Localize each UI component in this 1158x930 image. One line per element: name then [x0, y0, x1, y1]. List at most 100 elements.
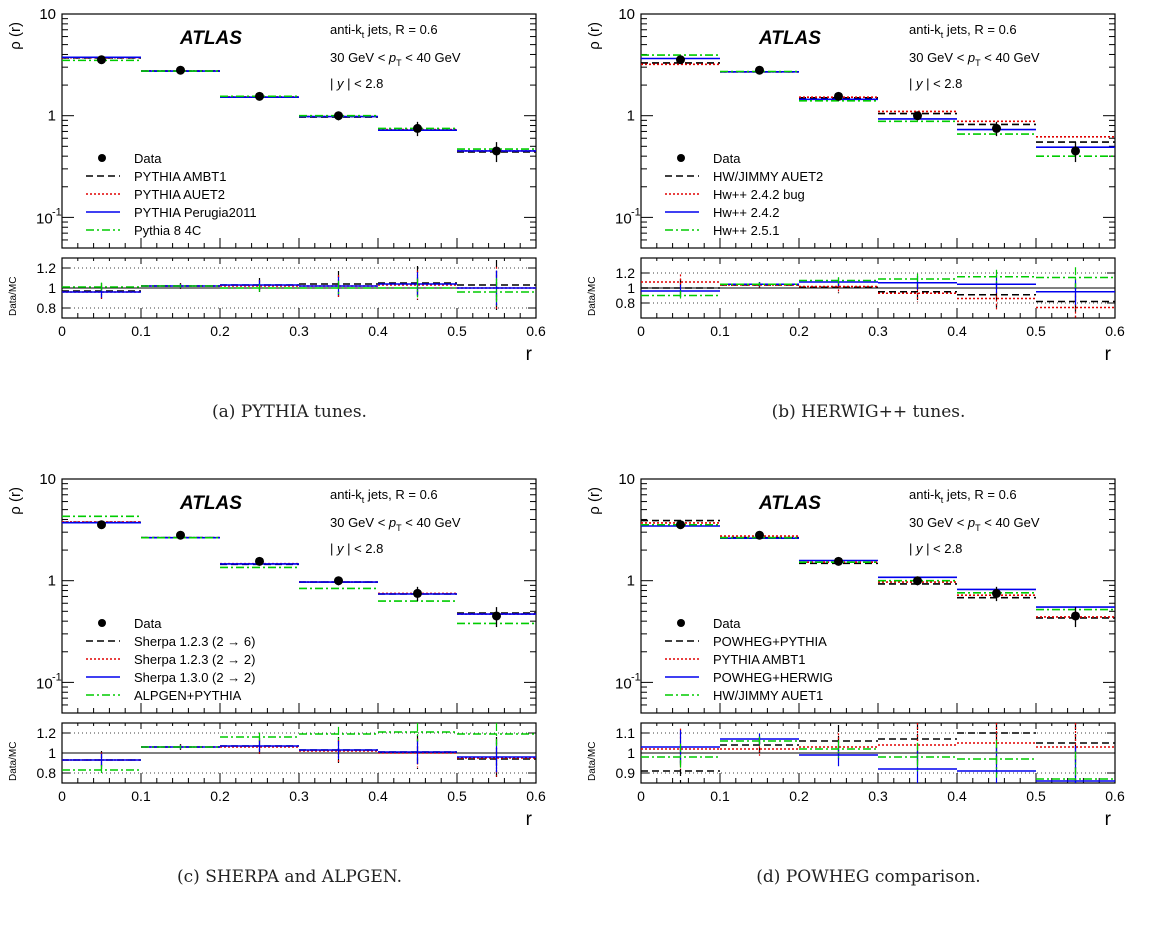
- data-point: [413, 123, 422, 133]
- legend-label: PYTHIA AMBT1: [134, 169, 226, 184]
- info-text: | < 2.8: [344, 541, 384, 556]
- x-axis-label: r: [1105, 344, 1112, 365]
- ratio-axis-label: Data/MC: [8, 742, 19, 781]
- legend-label: Data: [134, 616, 162, 631]
- info-text: |: [330, 76, 337, 91]
- info-rapidity: | y | < 2.8: [330, 541, 383, 556]
- legend-label: POWHEG+HERWIG: [713, 670, 833, 685]
- atlas-label: ATLAS: [179, 28, 242, 49]
- y-axis-label: ρ (r): [7, 487, 24, 515]
- legend-label: Data: [713, 151, 741, 166]
- legend-label: ALPGEN+PYTHIA: [134, 688, 242, 703]
- info-jet-definition: anti-kt jets, R = 0.6: [330, 487, 438, 505]
- ratio-tick-label: 0.8: [37, 765, 57, 781]
- x-tick-label: 0.1: [131, 323, 151, 339]
- data-point: [913, 111, 922, 121]
- legend-label: Pythia 8 4C: [134, 223, 201, 238]
- data-point: [1071, 146, 1080, 156]
- info-text: 30 GeV <: [330, 50, 389, 65]
- ratio-axis-label: Data/MC: [587, 742, 598, 781]
- legend-label: HW/JIMMY AUET1: [713, 688, 823, 703]
- y-tick-label: -1: [631, 206, 641, 218]
- info-text: jets, R = 0.6: [943, 487, 1016, 502]
- info-text: | < 2.8: [923, 76, 963, 91]
- x-tick-label: 0.5: [1026, 323, 1046, 339]
- x-tick-label: 0.1: [710, 788, 730, 804]
- info-pt-range: 30 GeV < pT < 40 GeV: [330, 515, 461, 533]
- x-tick-label: 0.1: [710, 323, 730, 339]
- ratio-axis-label: Data/MC: [587, 277, 598, 316]
- x-tick-label: 0.6: [526, 788, 546, 804]
- y-tick-label: 10: [36, 210, 53, 227]
- y-tick-label: 10: [36, 675, 53, 692]
- y-tick-label: 10: [618, 6, 635, 23]
- figure-caption: (d) POWHEG comparison.: [756, 867, 981, 887]
- info-pt-range: 30 GeV < pT < 40 GeV: [909, 515, 1040, 533]
- info-jet-definition: anti-kt jets, R = 0.6: [330, 22, 438, 40]
- x-tick-label: 0.3: [868, 323, 888, 339]
- legend-label: PYTHIA Perugia2011: [134, 205, 257, 220]
- data-point: [992, 588, 1001, 598]
- figure-caption: (a) PYTHIA tunes.: [212, 402, 367, 422]
- info-subscript: T: [396, 523, 402, 533]
- info-text: < 40 GeV: [981, 50, 1040, 65]
- legend-marker-data: [677, 154, 685, 162]
- info-italic: y: [915, 541, 924, 556]
- legend-label: POWHEG+PYTHIA: [713, 634, 827, 649]
- info-text: |: [330, 541, 337, 556]
- data-point: [176, 65, 185, 75]
- info-italic: y: [336, 541, 345, 556]
- info-subscript: t: [941, 30, 944, 40]
- info-italic: p: [388, 50, 396, 65]
- data-point: [992, 123, 1001, 133]
- y-tick-label: 1: [627, 573, 635, 590]
- atlas-label: ATLAS: [758, 493, 821, 514]
- data-point: [255, 556, 264, 566]
- info-text: < 40 GeV: [402, 515, 461, 530]
- info-italic: p: [967, 515, 975, 530]
- legend-label: Sherpa 1.2.3 (2 → 2): [134, 652, 255, 667]
- info-text: | < 2.8: [923, 541, 963, 556]
- x-axis-label: r: [526, 344, 533, 365]
- info-subscript: t: [362, 30, 365, 40]
- x-tick-label: 0.6: [1105, 323, 1125, 339]
- y-tick-label: 1: [48, 573, 56, 590]
- info-rapidity: | y | < 2.8: [330, 76, 383, 91]
- atlas-label: ATLAS: [758, 28, 821, 49]
- legend-label: PYTHIA AUET2: [134, 187, 225, 202]
- y-tick-label: 10: [615, 675, 632, 692]
- legend-label: Hw++ 2.4.2: [713, 205, 780, 220]
- x-tick-label: 0.2: [789, 788, 809, 804]
- ratio-tick-label: 0.8: [37, 300, 57, 316]
- y-tick-label: 1: [627, 108, 635, 125]
- data-point: [97, 520, 106, 530]
- x-tick-label: 0.5: [447, 788, 467, 804]
- y-tick-label: 10: [618, 471, 635, 488]
- data-point: [834, 91, 843, 101]
- x-tick-label: 0.3: [289, 323, 309, 339]
- info-jet-definition: anti-kt jets, R = 0.6: [909, 487, 1017, 505]
- info-text: anti-k: [909, 487, 941, 502]
- legend-label: Data: [713, 616, 741, 631]
- y-tick-label: -1: [631, 671, 641, 683]
- info-text: 30 GeV <: [909, 50, 968, 65]
- ratio-tick-label: 1: [48, 280, 56, 296]
- y-axis-label: ρ (r): [586, 487, 603, 515]
- x-tick-label: 0.4: [947, 788, 967, 804]
- info-text: |: [909, 541, 916, 556]
- info-rapidity: | y | < 2.8: [909, 76, 962, 91]
- x-axis-label: r: [526, 809, 533, 830]
- y-tick-label: 10: [39, 471, 56, 488]
- ratio-tick-label: 1: [627, 745, 635, 761]
- data-point: [492, 611, 501, 621]
- x-tick-label: 0.1: [131, 788, 151, 804]
- x-tick-label: 0: [637, 788, 645, 804]
- x-tick-label: 0.3: [868, 788, 888, 804]
- figure-caption: (b) HERWIG++ tunes.: [771, 402, 966, 422]
- data-point: [913, 576, 922, 586]
- ratio-tick-label: 0.8: [616, 295, 636, 311]
- info-text: < 40 GeV: [981, 515, 1040, 530]
